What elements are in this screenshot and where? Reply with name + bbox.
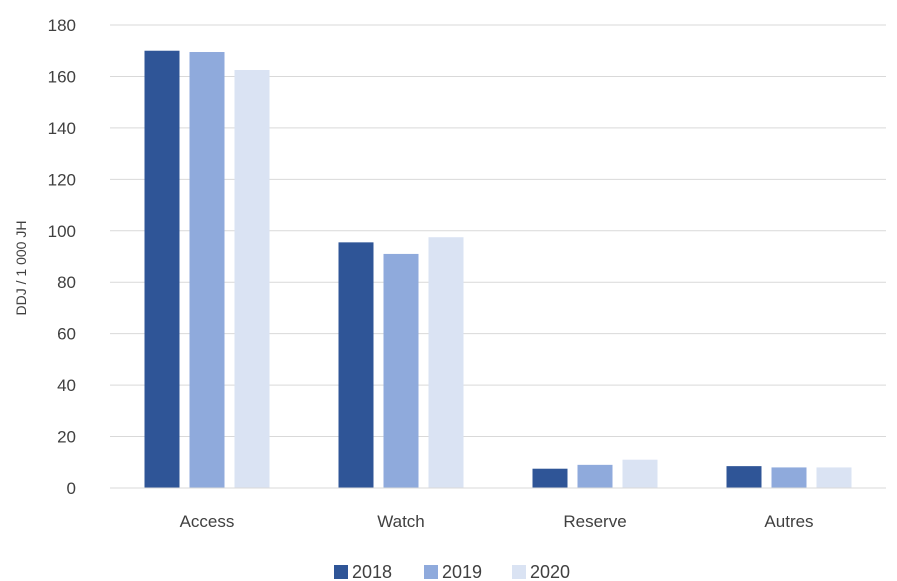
y-tick-label: 120 [48, 170, 76, 189]
x-tick-label: Reserve [563, 512, 626, 531]
legend-label: 2018 [352, 562, 392, 581]
bar-2019-autres [771, 467, 807, 488]
y-tick-label: 180 [48, 16, 76, 35]
legend-label: 2019 [442, 562, 482, 581]
y-tick-label: 60 [57, 325, 76, 344]
y-tick-label: 40 [57, 376, 76, 395]
y-tick-label: 80 [57, 273, 76, 292]
x-tick-label: Autres [764, 512, 813, 531]
x-axis-ticks: Access Watch Reserve Autres [180, 512, 814, 531]
bar-2018-autres [726, 466, 762, 488]
bar-2019-reserve [577, 464, 613, 488]
bar-2018-access [144, 50, 180, 488]
y-tick-label: 0 [67, 479, 76, 498]
legend: 2018 2019 2020 [334, 562, 570, 581]
legend-label: 2020 [530, 562, 570, 581]
legend-swatch-2018 [334, 565, 348, 579]
legend-swatch-2020 [512, 565, 526, 579]
y-tick-label: 160 [48, 67, 76, 86]
bar-2018-watch [338, 242, 374, 488]
y-tick-label: 20 [57, 428, 76, 447]
bar-2020-watch [428, 237, 464, 488]
bar-2020-reserve [622, 459, 658, 488]
x-tick-label: Access [180, 512, 235, 531]
gridlines [110, 24, 886, 438]
bar-2019-watch [383, 253, 419, 488]
bar-2020-autres [816, 467, 852, 488]
y-tick-label: 140 [48, 119, 76, 138]
y-axis-ticks: 0 20 40 60 80 100 120 140 160 180 [48, 16, 76, 498]
bars [144, 50, 852, 489]
bar-2020-access [234, 70, 270, 488]
bar-2019-access [189, 52, 225, 489]
y-tick-label: 100 [48, 222, 76, 241]
bar-2018-reserve [532, 468, 568, 488]
x-tick-label: Watch [377, 512, 425, 531]
y-axis-label: DDJ / 1 000 JH [13, 221, 29, 316]
legend-swatch-2019 [424, 565, 438, 579]
